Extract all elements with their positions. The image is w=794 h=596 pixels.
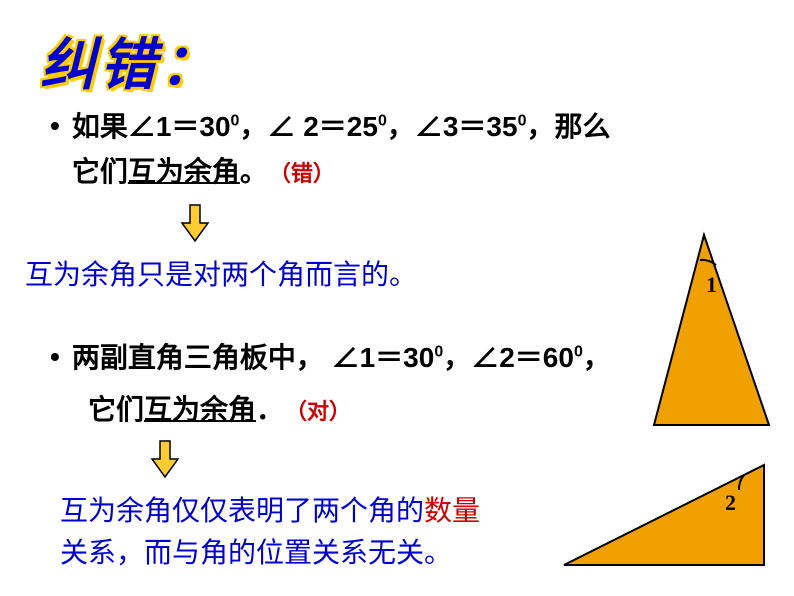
exp2-p2: 关系，而与角的位置关系无关。 <box>60 537 452 568</box>
item-2-text: 两副直角三角板中， ∠1＝300，∠2＝600， <box>72 336 611 381</box>
item1-sup2: 0 <box>378 113 387 130</box>
triangle-1: 1 <box>644 230 774 435</box>
item2-line2-p1: 它们 <box>88 394 144 425</box>
item1-line2-p1: 它们 <box>72 156 128 187</box>
bullet-1: • <box>50 105 60 147</box>
item-2-line2: 它们互为余角． （对） <box>88 388 650 433</box>
item2-line1-p1: 两副直角三角板中， ∠1＝30 <box>72 342 435 373</box>
triangle-1-label: 1 <box>706 272 717 298</box>
page-title: 纠错： <box>40 20 220 101</box>
item1-line1-p2: ，∠ 2＝25 <box>239 111 378 142</box>
item1-verdict: （错） <box>280 161 335 186</box>
bullet-2: • <box>50 336 60 378</box>
item2-line1-p3: ， <box>583 342 611 373</box>
arrow-1 <box>180 203 650 248</box>
triangle-2-label: 2 <box>725 490 736 516</box>
item1-underlined: 互为余角 <box>128 156 240 187</box>
item2-line2-p2: ． <box>256 394 284 425</box>
exp2-p1: 互为余角仅仅表明了两个角的 <box>60 495 424 526</box>
item2-sup2: 0 <box>574 343 583 360</box>
item2-line1-p2: ，∠2＝60 <box>443 342 574 373</box>
explanation-1: 互为余角只是对两个角而言的。 <box>25 254 650 296</box>
exp2-highlight: 数量 <box>424 495 480 526</box>
triangle-2: 2 <box>554 455 774 580</box>
item1-line2-p2: 。 <box>240 156 268 187</box>
item2-underlined: 互为余角 <box>144 394 256 425</box>
item1-line1-p3: ，∠3＝35 <box>387 111 518 142</box>
item-2: • 两副直角三角板中， ∠1＝300，∠2＝600， <box>50 336 650 381</box>
item1-line1-p1: 如果∠1＝30 <box>72 111 231 142</box>
explanation-2: 互为余角仅仅表明了两个角的数量关系，而与角的位置关系无关。 <box>60 490 560 574</box>
item1-line1-p4: ，那么 <box>526 111 610 142</box>
item2-sup1: 0 <box>434 343 443 360</box>
item-1-text: 如果∠1＝300，∠ 2＝250，∠3＝350，那么 它们互为余角。（错） <box>72 105 611 195</box>
item-1: • 如果∠1＝300，∠ 2＝250，∠3＝350，那么 它们互为余角。（错） <box>50 105 650 195</box>
item2-verdict: （对） <box>296 399 351 424</box>
